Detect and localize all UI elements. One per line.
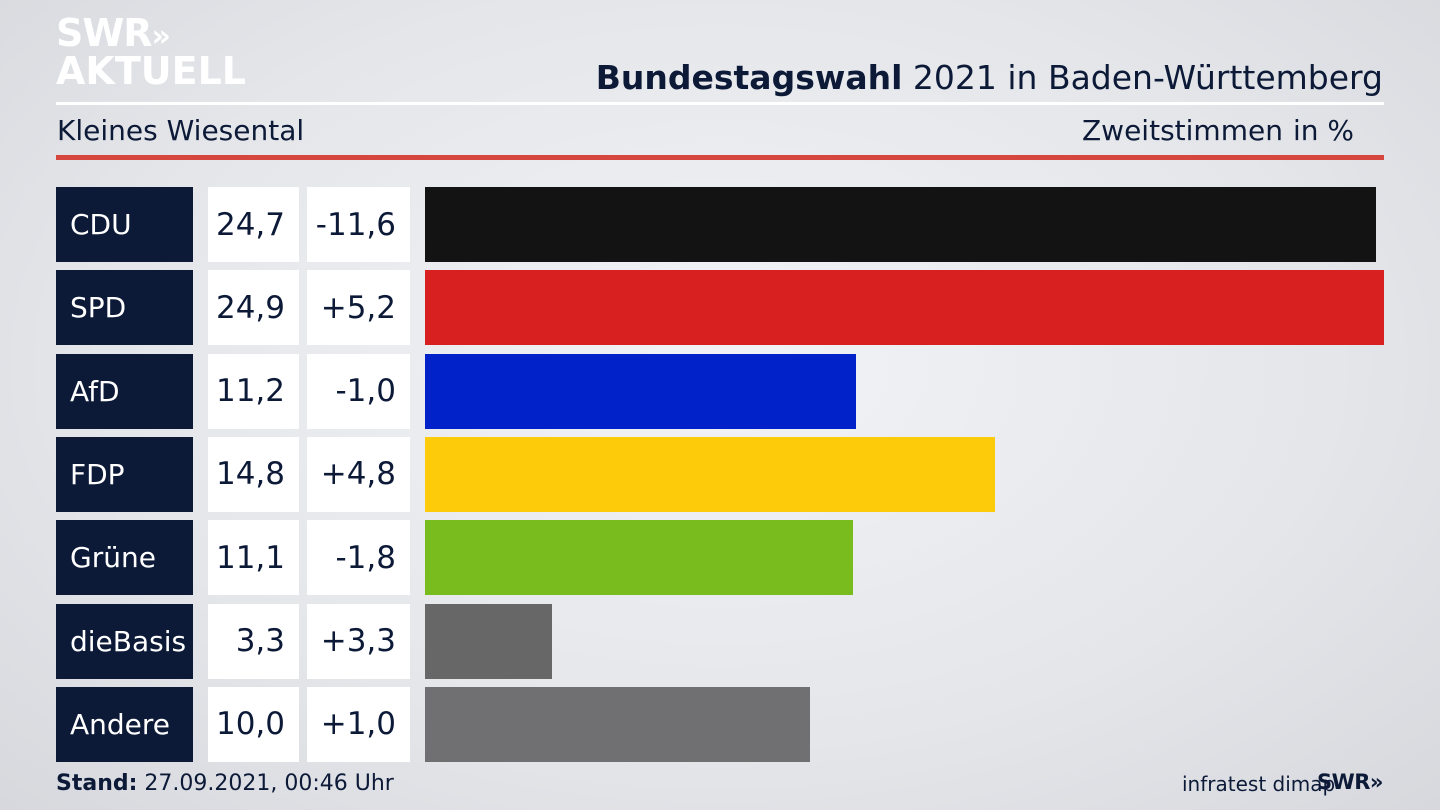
timestamp: Stand: 27.09.2021, 00:46 Uhr bbox=[56, 771, 394, 796]
party-label: CDU bbox=[56, 187, 193, 262]
value-label: 11,1 bbox=[208, 520, 299, 596]
chart-title-rest: 2021 in Baden-Württemberg bbox=[902, 58, 1383, 97]
value-label: 3,3 bbox=[208, 603, 299, 679]
value-label: 10,0 bbox=[208, 686, 299, 762]
chart-title-bold: Bundestagswahl bbox=[595, 58, 903, 97]
diff-label: +4,8 bbox=[307, 436, 410, 512]
bar bbox=[425, 686, 811, 762]
timestamp-value: 27.09.2021, 00:46 Uhr bbox=[137, 771, 394, 796]
bar bbox=[425, 270, 1384, 346]
diff-label: -11,6 bbox=[307, 187, 410, 262]
diff-label: +3,3 bbox=[307, 603, 410, 679]
chart-title: Bundestagswahl 2021 in Baden-Württemberg bbox=[596, 58, 1383, 97]
bar bbox=[425, 520, 853, 596]
diff-label: -1,0 bbox=[307, 353, 410, 429]
metric-label: Zweitstimmen bbox=[1082, 114, 1283, 147]
diff-label: +1,0 bbox=[307, 686, 410, 762]
diff-label: +5,2 bbox=[307, 270, 410, 346]
logo-aktuell-text: AKTUELL bbox=[56, 49, 247, 93]
bar bbox=[425, 436, 995, 512]
value-label: 14,8 bbox=[208, 436, 299, 512]
swr-aktuell-logo: SWR» AKTUELL bbox=[56, 14, 246, 90]
bar bbox=[425, 603, 553, 679]
header-accent-line bbox=[56, 155, 1384, 160]
value-label: 11,2 bbox=[208, 353, 299, 429]
timestamp-label: Stand: bbox=[56, 771, 138, 796]
diff-label: -1,8 bbox=[307, 520, 410, 596]
bar bbox=[425, 187, 1377, 262]
source-label: infratest dimap bbox=[1182, 772, 1336, 796]
party-label: Grüne bbox=[56, 520, 193, 596]
party-label: SPD bbox=[56, 270, 193, 346]
party-label: FDP bbox=[56, 436, 193, 512]
swr-brand-logo: SWR» bbox=[1316, 770, 1384, 794]
value-label: 24,9 bbox=[208, 270, 299, 346]
party-label: AfD bbox=[56, 353, 193, 429]
title-divider bbox=[56, 102, 1384, 105]
unit-label: in % bbox=[1292, 114, 1354, 147]
region-label: Kleines Wiesental bbox=[57, 114, 305, 147]
party-label: dieBasis bbox=[56, 603, 193, 679]
party-label: Andere bbox=[56, 686, 193, 762]
bar bbox=[425, 353, 857, 429]
logo-swr-text: SWR bbox=[56, 11, 153, 55]
value-label: 24,7 bbox=[208, 187, 299, 262]
